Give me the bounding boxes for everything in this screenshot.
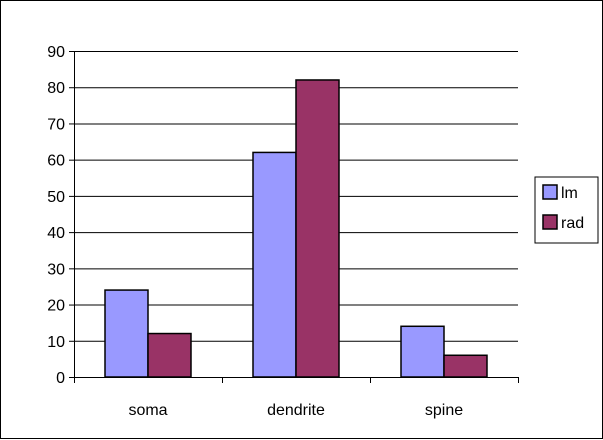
bars bbox=[104, 79, 488, 378]
legend: lm rad bbox=[534, 176, 599, 244]
y-tick-label: 20 bbox=[47, 298, 65, 315]
y-tick-label: 90 bbox=[47, 44, 65, 61]
bar-rad-spine bbox=[443, 354, 488, 378]
bar-lm-dendrite bbox=[252, 151, 297, 378]
y-tick-label: 50 bbox=[47, 189, 65, 206]
bar-lm-soma bbox=[104, 289, 149, 378]
x-tick-label-spine: spine bbox=[425, 402, 463, 419]
y-tick-label: 10 bbox=[47, 334, 65, 351]
legend-label-rad: rad bbox=[561, 215, 584, 232]
y-tick-label: 30 bbox=[47, 261, 65, 278]
legend-swatch-rad bbox=[542, 214, 558, 230]
x-tick-label-soma: soma bbox=[128, 402, 167, 419]
bar-rad-soma bbox=[147, 332, 192, 378]
bar-lm-spine bbox=[400, 325, 445, 378]
axes bbox=[69, 51, 519, 383]
y-tick-label: 80 bbox=[47, 80, 65, 97]
y-tick-label: 40 bbox=[47, 225, 65, 242]
x-tick-label-dendrite: dendrite bbox=[267, 402, 325, 419]
legend-label-lm: lm bbox=[561, 185, 578, 202]
y-tick-label: 0 bbox=[56, 370, 65, 387]
y-tick-label: 70 bbox=[47, 116, 65, 133]
bar-rad-dendrite bbox=[295, 79, 340, 378]
legend-swatch-lm bbox=[542, 184, 558, 200]
y-tick-label: 60 bbox=[47, 153, 65, 170]
x-tick-labels: soma dendrite spine bbox=[128, 402, 463, 419]
y-tick-labels: 0 10 20 30 40 50 60 70 80 90 bbox=[47, 44, 65, 387]
